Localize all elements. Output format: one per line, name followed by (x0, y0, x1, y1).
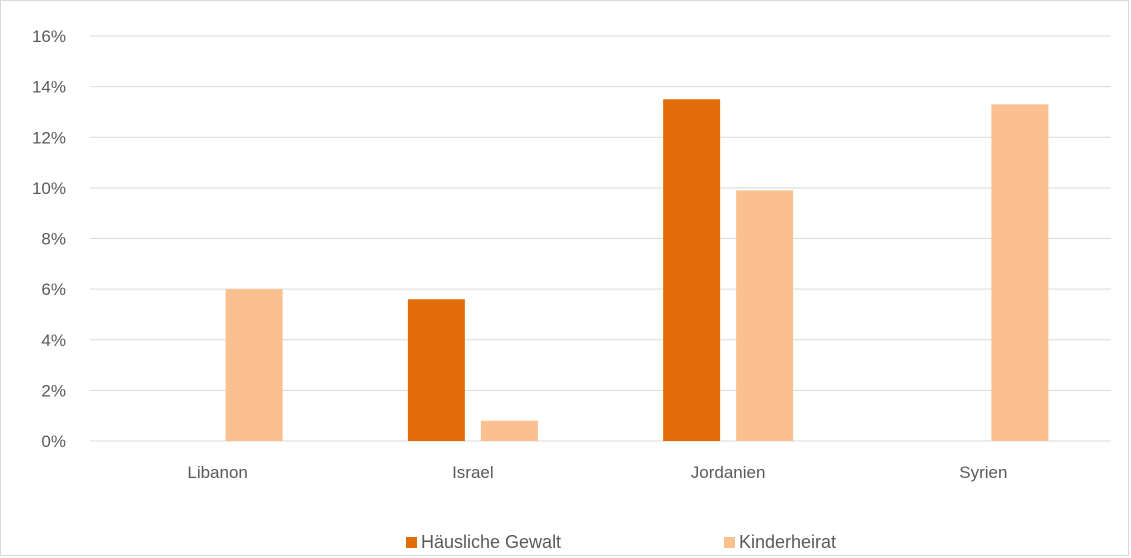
y-tick-label: 10% (32, 179, 66, 198)
bar (663, 99, 721, 441)
y-tick-label: 16% (32, 27, 66, 46)
legend-swatch-haeusliche-gewalt (406, 537, 417, 548)
x-tick-label: Israel (452, 463, 494, 482)
y-tick-label: 0% (41, 432, 66, 451)
legend-label-kinderheirat: Kinderheirat (739, 532, 837, 552)
legend-label-haeusliche-gewalt: Häusliche Gewalt (421, 532, 562, 552)
y-tick-label: 4% (41, 331, 66, 350)
y-tick-label: 2% (41, 381, 66, 400)
legend: Häusliche Gewalt Kinderheirat (0, 532, 1131, 556)
x-tick-label: Jordanien (691, 463, 766, 482)
y-tick-label: 8% (41, 230, 66, 249)
legend-item-haeusliche-gewalt: Häusliche Gewalt (406, 532, 561, 553)
legend-item-kinderheirat: Kinderheirat (724, 532, 836, 553)
bar (407, 299, 465, 441)
y-tick-label: 6% (41, 280, 66, 299)
y-tick-label: 12% (32, 128, 66, 147)
x-tick-label: Libanon (187, 463, 248, 482)
legend-swatch-kinderheirat (724, 537, 735, 548)
bar (991, 104, 1049, 441)
bar (480, 420, 538, 441)
y-tick-label: 14% (32, 78, 66, 97)
bar-chart: 0% 2% 4% 6% 8% 10% 12% 14% 16% Libanon Israel Jorda… (32, 27, 1111, 482)
bar (736, 190, 794, 441)
bar (225, 289, 283, 441)
x-tick-label: Syrien (959, 463, 1007, 482)
